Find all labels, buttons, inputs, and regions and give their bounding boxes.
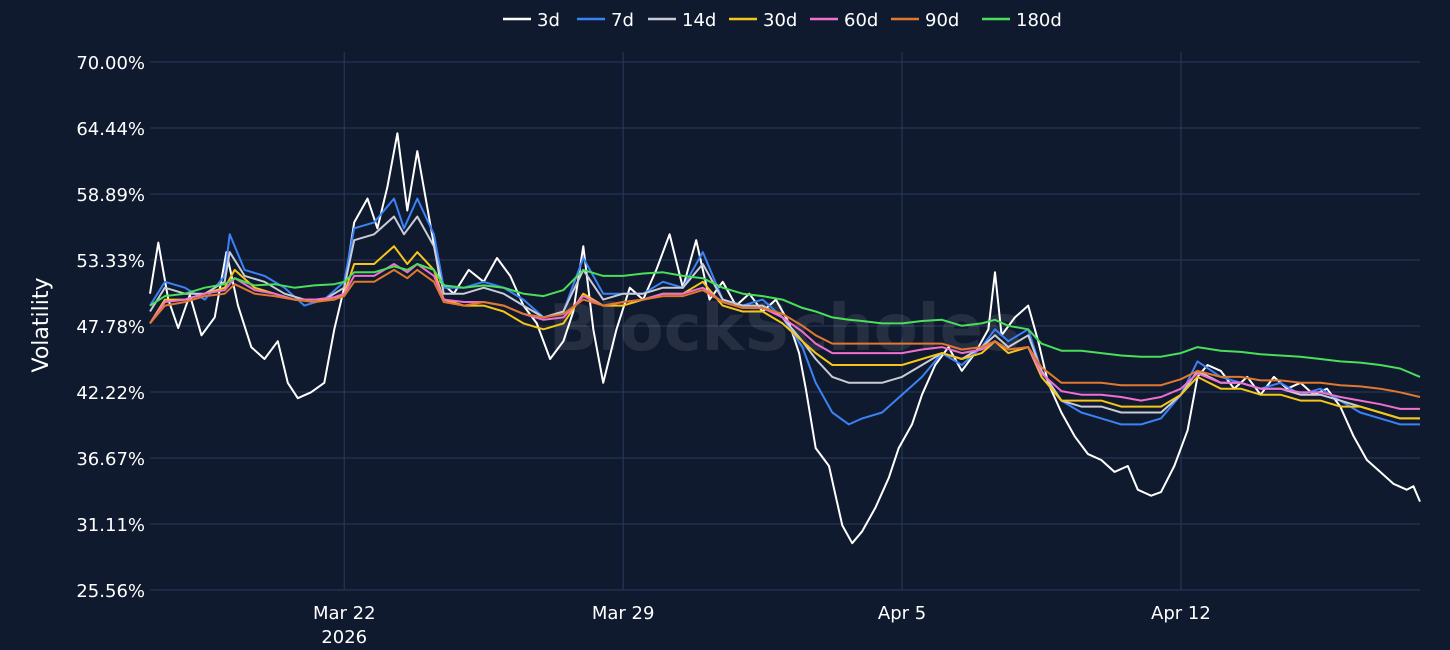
legend-label: 180d bbox=[1016, 10, 1062, 31]
y-tick-label: 58.89% bbox=[76, 185, 145, 206]
y-tick-label: 53.33% bbox=[76, 251, 145, 272]
legend-item-90d[interactable]: 90d bbox=[891, 10, 959, 31]
legend-label: 60d bbox=[844, 10, 878, 31]
legend-item-30d[interactable]: 30d bbox=[729, 10, 797, 31]
series-lines bbox=[149, 132, 1421, 545]
y-tick-label: 42.22% bbox=[76, 383, 145, 404]
legend-label: 3d bbox=[537, 10, 560, 31]
legend-label: 14d bbox=[682, 10, 716, 31]
y-axis-ticks: 25.56% 31.11% 36.67% 42.22% 47.78% 53.33% 58.8… bbox=[76, 53, 145, 602]
legend-label: 90d bbox=[925, 10, 959, 31]
x-tick-label: Apr 12 bbox=[1151, 603, 1211, 624]
y-tick-label: 36.67% bbox=[76, 449, 145, 470]
legend-label: 7d bbox=[611, 10, 634, 31]
legend-label: 30d bbox=[763, 10, 797, 31]
y-tick-label: 64.44% bbox=[76, 119, 145, 140]
legend-item-3d[interactable]: 3d bbox=[503, 10, 560, 31]
legend-item-7d[interactable]: 7d bbox=[577, 10, 634, 31]
series-line-180d bbox=[149, 263, 1421, 378]
x-axis-ticks: Mar 22 2026 Mar 29 Apr 5 Apr 12 bbox=[313, 603, 1211, 648]
x-tick-label: Mar 22 bbox=[313, 603, 376, 624]
legend-item-14d[interactable]: 14d bbox=[648, 10, 716, 31]
y-tick-label: 70.00% bbox=[76, 53, 145, 74]
y-tick-label: 25.56% bbox=[76, 581, 145, 602]
series-line-30d bbox=[149, 245, 1420, 420]
y-axis-label: Volatility bbox=[29, 277, 54, 372]
series-line-60d bbox=[149, 263, 1420, 410]
x-tick-sublabel: 2026 bbox=[321, 627, 367, 648]
series-line-90d bbox=[149, 268, 1421, 398]
x-tick-label: Mar 29 bbox=[592, 603, 655, 624]
y-tick-label: 31.11% bbox=[76, 515, 145, 536]
y-tick-label: 47.78% bbox=[76, 317, 145, 338]
x-tick-label: Apr 5 bbox=[878, 603, 926, 624]
series-line-7d bbox=[149, 197, 1420, 426]
legend-item-180d[interactable]: 180d bbox=[982, 10, 1062, 31]
legend[interactable]: 3d 7d 14d 30d 60d 90d 180d bbox=[503, 10, 1062, 31]
legend-item-60d[interactable]: 60d bbox=[810, 10, 878, 31]
